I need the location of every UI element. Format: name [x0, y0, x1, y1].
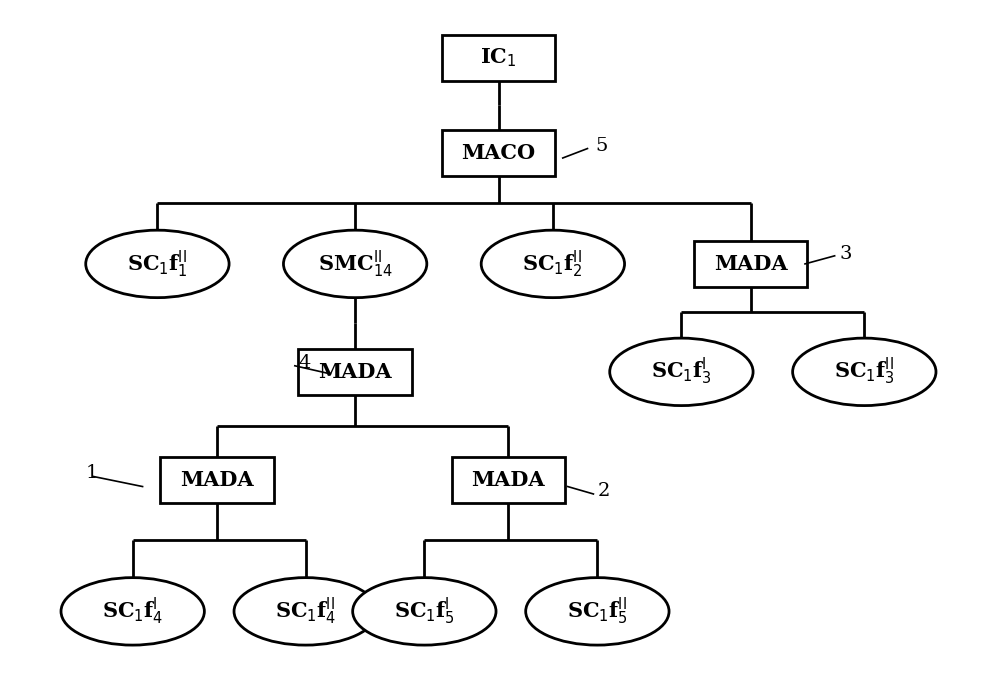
Text: 1: 1: [85, 464, 98, 482]
Ellipse shape: [525, 578, 669, 645]
Text: MADA: MADA: [179, 470, 253, 490]
Text: MADA: MADA: [318, 362, 392, 382]
Ellipse shape: [234, 578, 378, 645]
Ellipse shape: [86, 230, 229, 298]
Ellipse shape: [283, 230, 427, 298]
FancyBboxPatch shape: [452, 457, 565, 503]
FancyBboxPatch shape: [694, 241, 808, 287]
Ellipse shape: [353, 578, 497, 645]
Text: MACO: MACO: [462, 143, 535, 163]
FancyBboxPatch shape: [442, 36, 555, 81]
Text: SC$_1$f$_4^{\rm I}$: SC$_1$f$_4^{\rm I}$: [102, 596, 164, 627]
Ellipse shape: [793, 338, 936, 406]
Text: SC$_1$f$_2^{\rm II}$: SC$_1$f$_2^{\rm II}$: [522, 249, 583, 279]
FancyBboxPatch shape: [160, 457, 273, 503]
Ellipse shape: [61, 578, 204, 645]
Text: SC$_1$f$_5^{\rm I}$: SC$_1$f$_5^{\rm I}$: [394, 596, 455, 627]
Text: SC$_1$f$_5^{\rm II}$: SC$_1$f$_5^{\rm II}$: [567, 596, 628, 627]
Text: 3: 3: [839, 245, 852, 263]
Ellipse shape: [610, 338, 753, 406]
Text: SMC$_{14}^{\rm II}$: SMC$_{14}^{\rm II}$: [318, 249, 393, 279]
Text: 2: 2: [597, 482, 610, 500]
Text: SC$_1$f$_3^{\rm I}$: SC$_1$f$_3^{\rm I}$: [651, 357, 712, 387]
FancyBboxPatch shape: [298, 349, 412, 395]
Text: IC$_1$: IC$_1$: [481, 47, 516, 70]
Text: MADA: MADA: [472, 470, 545, 490]
Text: SC$_1$f$_1^{\rm II}$: SC$_1$f$_1^{\rm II}$: [127, 249, 187, 279]
Ellipse shape: [482, 230, 624, 298]
FancyBboxPatch shape: [442, 130, 555, 176]
Text: MADA: MADA: [714, 254, 788, 274]
Text: 5: 5: [595, 137, 608, 155]
Text: 4: 4: [299, 354, 311, 372]
Text: SC$_1$f$_4^{\rm II}$: SC$_1$f$_4^{\rm II}$: [275, 596, 336, 627]
Text: SC$_1$f$_3^{\rm II}$: SC$_1$f$_3^{\rm II}$: [833, 357, 895, 387]
